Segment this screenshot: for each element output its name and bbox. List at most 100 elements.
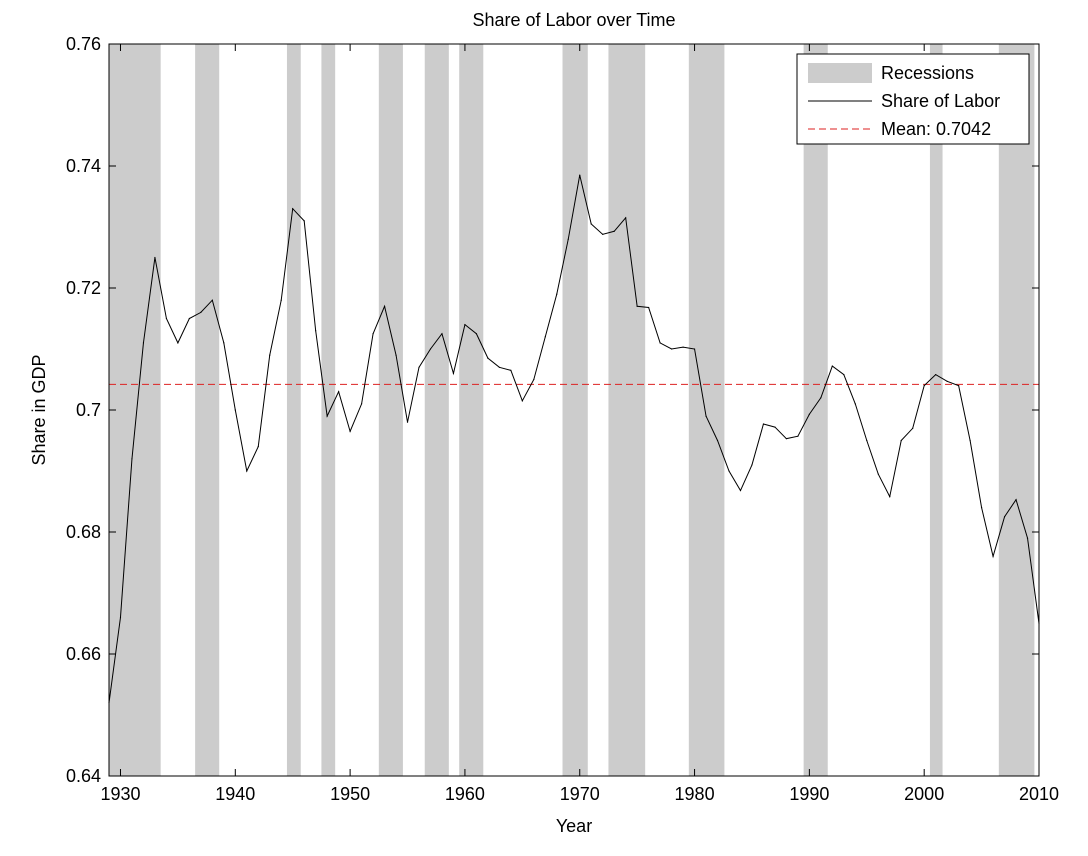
data-point [889,496,891,498]
data-point [429,348,432,350]
data-point [877,473,879,475]
data-point [452,372,455,374]
legend-label: Share of Labor [881,91,1000,111]
data-point [923,385,925,387]
data-point [590,223,592,225]
data-point [544,336,546,338]
data-point [579,174,581,176]
data-point [223,342,225,344]
data-point [211,299,213,301]
legend: Recessions Share of Labor Mean: 0.7042 [796,53,1030,145]
data-point [418,366,420,368]
data-point [475,333,478,335]
y-tick-label: 0.64 [66,766,101,786]
data-point [613,230,615,232]
data-point [165,317,168,320]
x-tick-label: 1930 [100,784,140,804]
x-tick-label: 2000 [904,784,944,804]
data-point [602,233,604,235]
y-tick-label: 0.7 [76,400,101,420]
x-tick-label: 1950 [330,784,370,804]
data-point [292,208,294,210]
recession-band-5 [424,44,449,776]
recession-band-12 [998,44,1035,776]
data-point [246,470,248,472]
data-point [1015,499,1017,501]
data-point [567,238,569,240]
data-point [992,555,994,558]
x-tick-label: 1940 [215,784,255,804]
data-point [303,220,305,222]
data-point [383,305,386,307]
data-point [142,342,145,344]
data-point [958,385,960,387]
data-point [762,423,765,425]
y-tick-label: 0.76 [66,34,101,54]
data-point [338,391,340,393]
data-point [533,378,535,381]
recession-band-3 [321,44,336,776]
data-point [1003,516,1006,518]
data-point [1026,537,1029,539]
data-point [521,400,523,402]
data-point [831,365,833,367]
recession-band-7 [562,44,588,776]
data-point [935,374,937,376]
data-point [866,439,868,442]
data-point [636,305,638,307]
data-point [349,430,351,432]
data-point [682,346,684,348]
recession-band-1 [195,44,220,776]
x-axis-ticks: 1930 1940 1950 1960 1970 1980 1990 2000 2010 [100,44,1059,804]
data-point [269,354,271,356]
x-tick-label: 1980 [675,784,715,804]
y-tick-label: 0.66 [66,644,101,664]
data-point [510,369,512,371]
data-point [498,366,500,368]
x-tick-label: 1970 [560,784,600,804]
data-point [234,409,236,411]
legend-swatch-recessions [808,63,872,83]
y-tick-label: 0.74 [66,156,101,176]
data-point [912,427,914,429]
data-point [751,464,753,466]
data-point [739,489,742,492]
recession-band-2 [286,44,301,776]
data-point [154,256,156,259]
data-point [774,426,776,428]
recession-band-8 [608,44,646,776]
data-point [946,380,948,382]
data-point [670,348,673,350]
recession-band-10 [803,44,828,776]
recession-band-11 [929,44,943,776]
recession-band-9 [688,44,725,776]
x-tick-label: 1990 [789,784,829,804]
data-point [372,333,374,335]
data-point [131,458,133,460]
data-point [625,217,627,219]
data-point [464,324,466,326]
data-point [315,330,317,332]
data-point [487,357,489,359]
chart-title: Share of Labor over Time [472,10,675,30]
y-axis-title: Share in GDP [29,354,49,465]
data-point [395,354,397,356]
data-point [728,470,730,472]
y-tick-label: 0.68 [66,522,101,542]
data-point [659,342,661,344]
data-point [257,446,259,448]
legend-label: Recessions [881,63,974,83]
data-point [785,438,788,440]
data-point [854,403,856,405]
series-line-share-of-labor [108,175,1040,703]
data-point [716,439,719,442]
data-point [843,374,845,376]
data-point [200,311,202,313]
data-point [693,348,696,350]
x-tick-label: 2010 [1019,784,1059,804]
data-point [188,317,190,320]
data-point [556,293,558,295]
y-axis-ticks: 0.64 0.66 0.68 0.7 0.72 0.74 0.76 [66,34,1039,786]
legend-label: Mean: 0.7042 [881,119,991,139]
